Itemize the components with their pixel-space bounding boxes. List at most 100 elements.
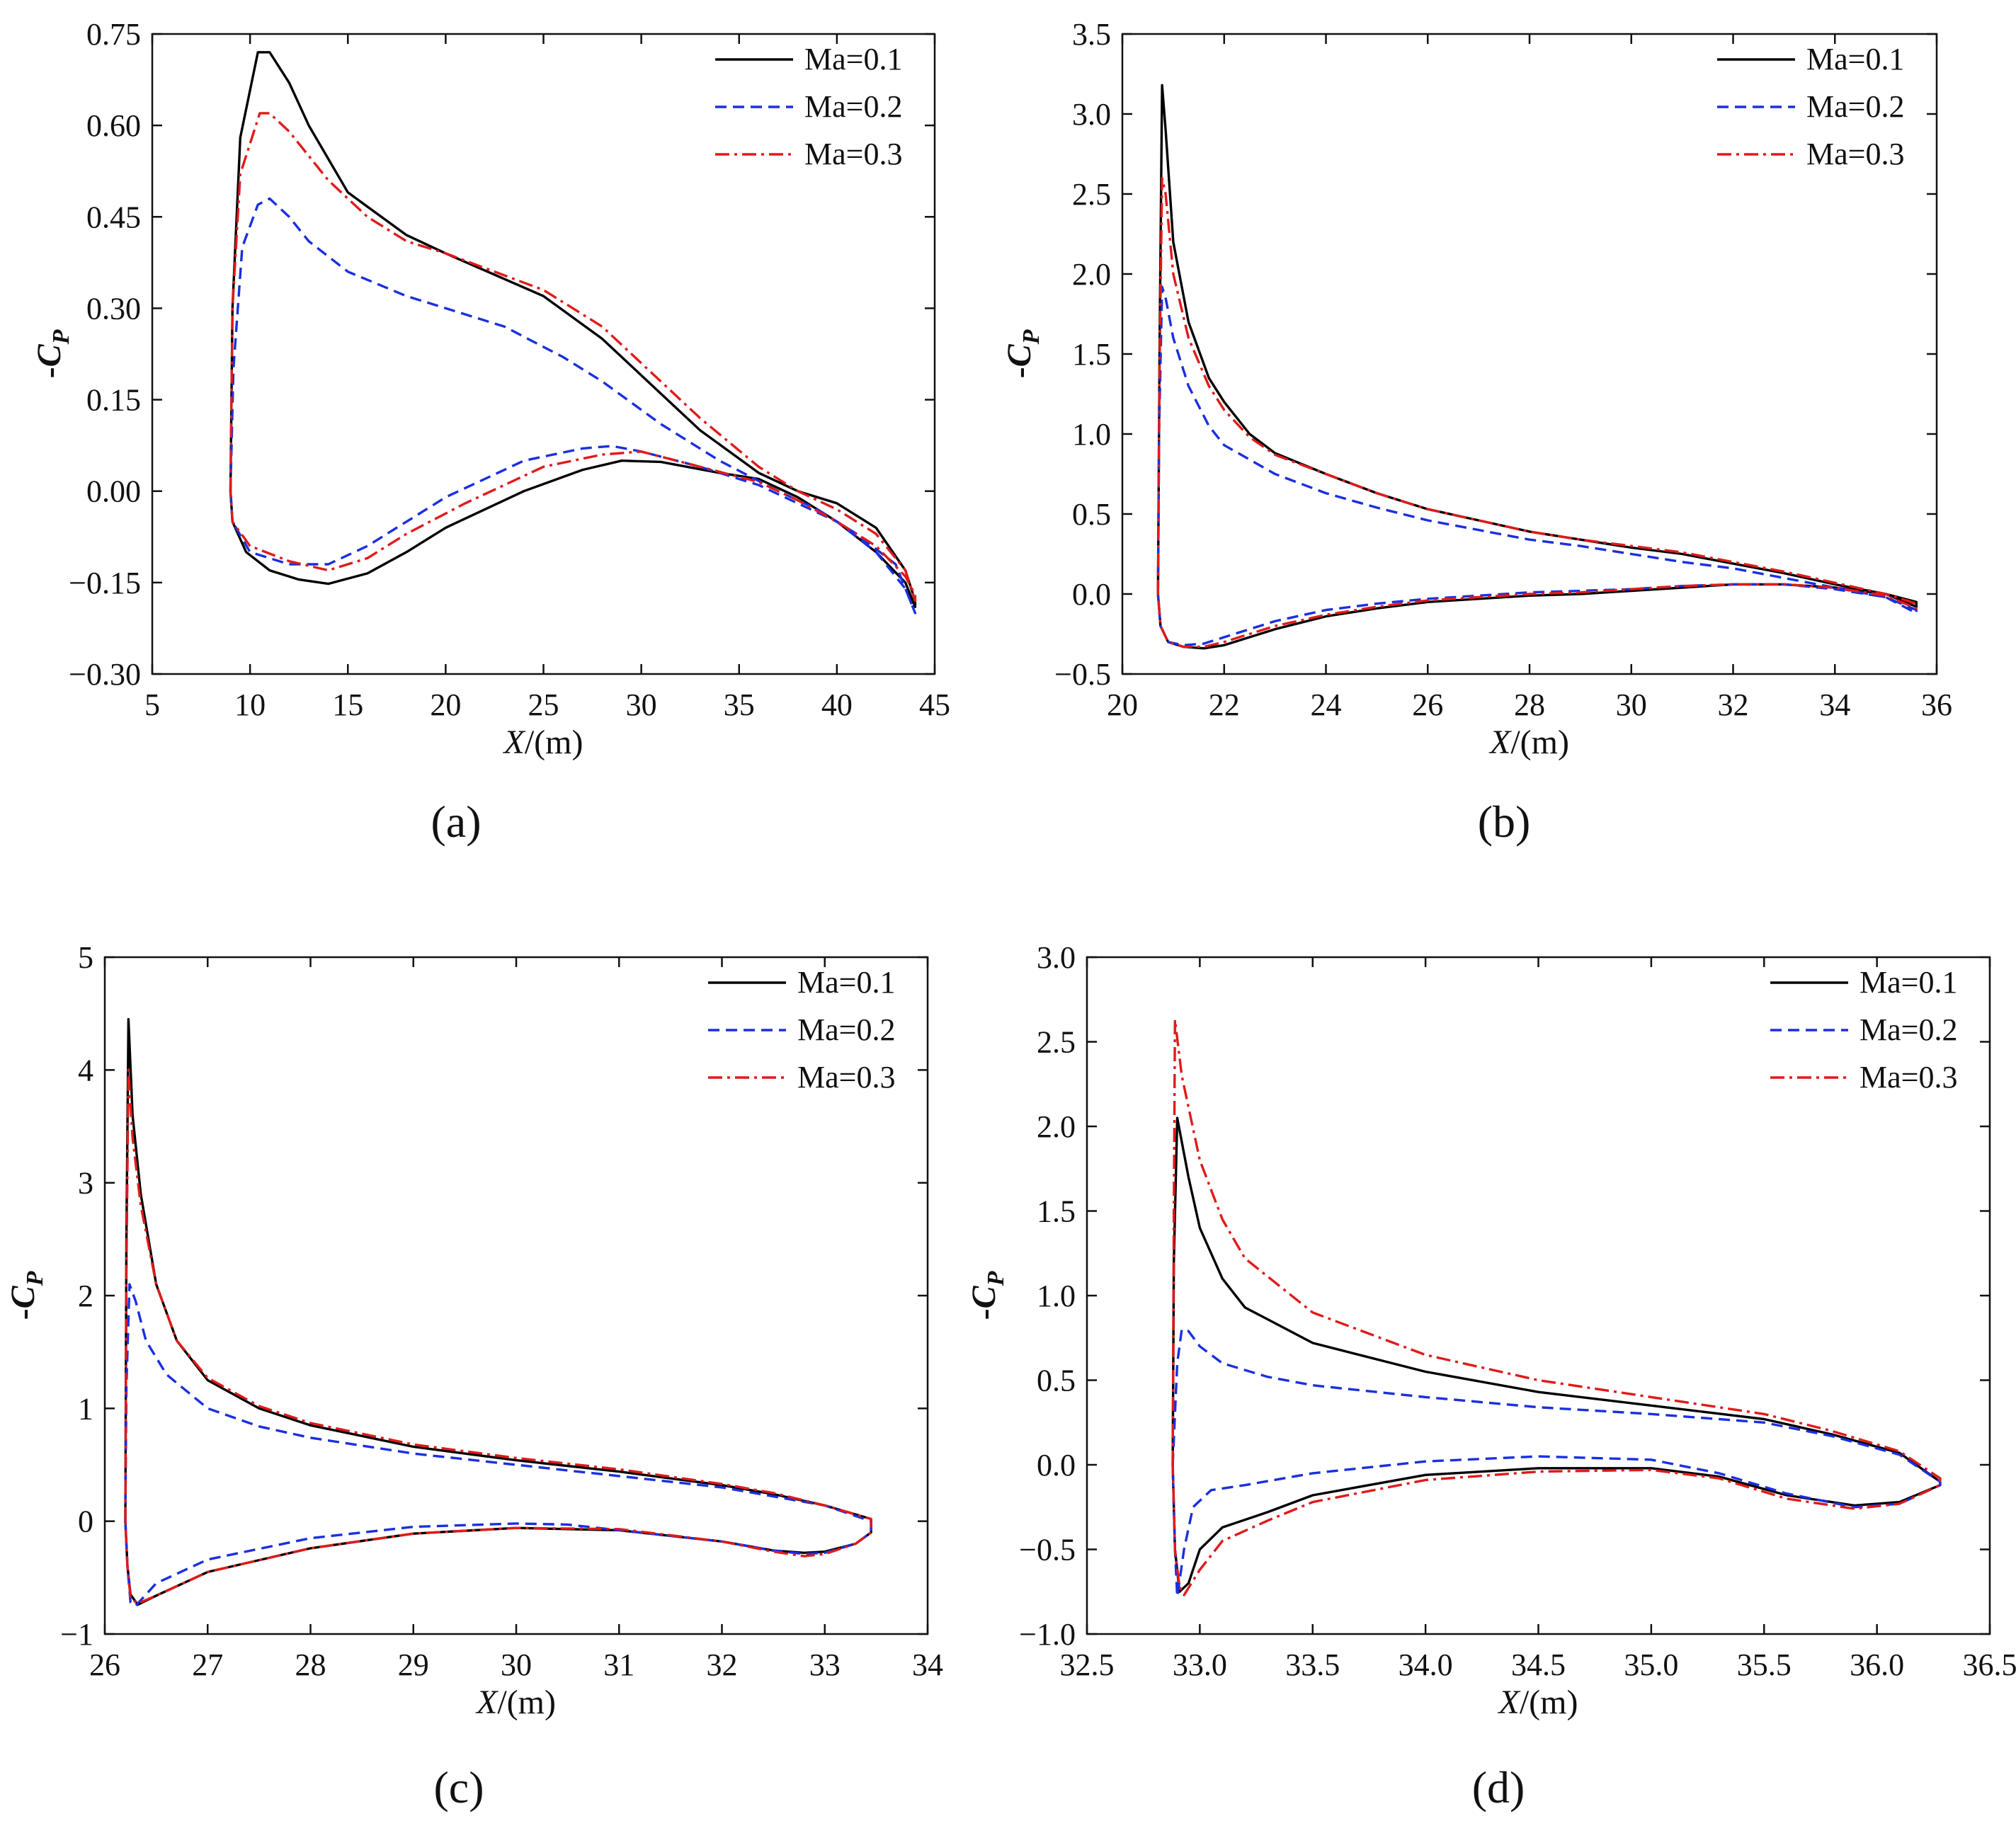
panel-label-b: (b) <box>1478 796 1531 847</box>
x-tick-label: 36 <box>1921 687 1952 722</box>
plot-frame <box>151 33 936 675</box>
y-tick-label: 0.5 <box>1037 1364 1076 1398</box>
series-line-ma-0-3 <box>124 1068 872 1605</box>
x-axis-title: X/(m) <box>1498 1684 1578 1721</box>
x-tick-label: 31 <box>603 1647 634 1682</box>
x-tick-label: 33.5 <box>1285 1647 1340 1682</box>
y-tick-label: 2.5 <box>1037 1025 1076 1060</box>
panel-d: 32.5 33.0 33.5 34.0 34.5 35.0 35.5 36.0 36.5 −1.0… <box>965 940 2016 1721</box>
x-tick-label: 35 <box>724 687 755 722</box>
y-tick-label: 1.5 <box>1072 337 1111 372</box>
series-line-ma-0-1 <box>229 51 917 608</box>
legend-label: Ma=0.1 <box>1806 42 1904 76</box>
y-tick-label: 0.0 <box>1037 1448 1076 1483</box>
y-tick-label: 1.0 <box>1072 417 1111 452</box>
legend-label: Ma=0.2 <box>1806 89 1904 124</box>
series-line-ma-0-2 <box>1156 285 1918 646</box>
series-line-ma-0-1 <box>1171 1116 1942 1593</box>
x-tick-label: 32.5 <box>1060 1647 1115 1682</box>
x-tick-label: 28 <box>295 1647 326 1682</box>
y-tick-label: 2.0 <box>1072 257 1111 292</box>
series-line-ma-0-3 <box>1156 176 1918 649</box>
y-tick-label: 0.60 <box>86 108 141 143</box>
y-tick-label: 5 <box>78 940 93 975</box>
plot-frame <box>1121 33 1938 675</box>
panel-b: 20 22 24 26 28 30 32 34 36 −0.5 0.0 0.5 1.0 1.5 2.0 2.5… <box>1001 17 1952 761</box>
legend-label: Ma=0.1 <box>797 965 895 1000</box>
x-tick-label: 30 <box>501 1647 532 1682</box>
series-line-ma-0-1 <box>1156 84 1918 650</box>
legend-label: Ma=0.1 <box>804 42 902 76</box>
x-tick-label: 32 <box>1718 687 1749 722</box>
legend: Ma=0.1 Ma=0.2 Ma=0.3 <box>1717 42 1904 171</box>
series-line-ma-0-2 <box>229 197 917 615</box>
x-tick-label: 40 <box>821 687 853 722</box>
x-tick-label: 35.0 <box>1624 1647 1678 1682</box>
y-tick-label: 3.0 <box>1037 940 1076 975</box>
x-tick-label: 10 <box>234 687 266 722</box>
y-tick-label: 1 <box>78 1391 93 1426</box>
x-tick-label: 22 <box>1209 687 1240 722</box>
legend-label: Ma=0.2 <box>1860 1012 1957 1047</box>
plot-frame <box>1086 956 1991 1635</box>
y-tick-label: 2 <box>78 1279 93 1313</box>
x-tick-label: 36.0 <box>1850 1647 1904 1682</box>
y-tick-label: 0.45 <box>86 200 141 234</box>
x-tick-label: 32 <box>707 1647 738 1682</box>
x-tick-label: 20 <box>1107 687 1138 722</box>
x-axis-title: X/(m) <box>1488 724 1569 761</box>
legend: Ma=0.1 Ma=0.2 Ma=0.3 <box>1770 965 1957 1095</box>
plot-frame <box>103 956 929 1635</box>
y-axis-title: -CP <box>4 1271 48 1320</box>
y-tick-label: 2.5 <box>1072 177 1111 212</box>
legend-label: Ma=0.1 <box>1860 965 1957 1000</box>
panel-c: 26 27 28 29 30 31 32 33 34−1012345X/(m)-CPMa=0.1… <box>4 940 943 1721</box>
y-tick-label: 0.30 <box>86 291 141 326</box>
plot-area <box>229 51 917 615</box>
panel-label-a: (a) <box>431 796 481 847</box>
y-tick-label: 1.5 <box>1037 1194 1076 1229</box>
legend-label: Ma=0.2 <box>797 1012 895 1047</box>
legend: Ma=0.1 Ma=0.2 Ma=0.3 <box>715 42 902 171</box>
y-tick-label: −0.5 <box>1054 657 1111 692</box>
y-tick-label: 0 <box>78 1504 93 1539</box>
y-tick-label: −0.30 <box>69 657 141 692</box>
y-tick-label: 0.75 <box>86 17 141 52</box>
series-line-ma-0-2 <box>1171 1328 1942 1599</box>
y-tick-label: −0.15 <box>69 566 141 600</box>
y-axis-title: -CP <box>30 329 74 378</box>
y-axis-title: -CP <box>1001 329 1044 378</box>
y-tick-label: 4 <box>78 1053 93 1087</box>
x-tick-label: 34.5 <box>1511 1647 1566 1682</box>
x-tick-label: 34 <box>1819 687 1850 722</box>
panel-a: 5 10 15 20 25 30 35 40 45 −0.30 −0.15 0.00 0.15 0.30 0… <box>30 17 950 761</box>
x-tick-label: 45 <box>919 687 950 722</box>
x-tick-label: 33.0 <box>1173 1647 1227 1682</box>
y-tick-label: −1 <box>60 1617 93 1652</box>
series-line-ma-0-3 <box>1171 1018 1942 1596</box>
plot-area <box>1156 84 1918 650</box>
x-tick-label: 28 <box>1514 687 1545 722</box>
plot-area <box>1171 1018 1942 1599</box>
legend: Ma=0.1 Ma=0.2 Ma=0.3 <box>708 965 895 1095</box>
x-axis-title: X/(m) <box>475 1684 556 1721</box>
y-tick-label: −0.5 <box>1019 1533 1076 1567</box>
x-tick-label: 24 <box>1311 687 1342 722</box>
y-tick-label: 0.15 <box>86 383 141 418</box>
panel-label-d: (d) <box>1472 1762 1525 1812</box>
series-line-ma-0-1 <box>124 1017 872 1606</box>
x-axis-title: X/(m) <box>503 724 583 761</box>
x-tick-label: 25 <box>528 687 559 722</box>
y-tick-label: 3.0 <box>1072 97 1111 132</box>
y-tick-label: 0.00 <box>86 474 141 509</box>
x-tick-label: 15 <box>332 687 363 722</box>
y-tick-label: 0.5 <box>1072 497 1111 532</box>
legend-label: Ma=0.2 <box>804 89 902 124</box>
legend-label: Ma=0.3 <box>797 1060 895 1095</box>
y-tick-label: 3.5 <box>1072 17 1111 52</box>
legend-label: Ma=0.3 <box>804 137 902 171</box>
x-tick-label: 29 <box>398 1647 429 1682</box>
y-tick-label: 3 <box>78 1166 93 1201</box>
x-tick-label: 30 <box>1616 687 1647 722</box>
x-tick-label: 34 <box>912 1647 943 1682</box>
